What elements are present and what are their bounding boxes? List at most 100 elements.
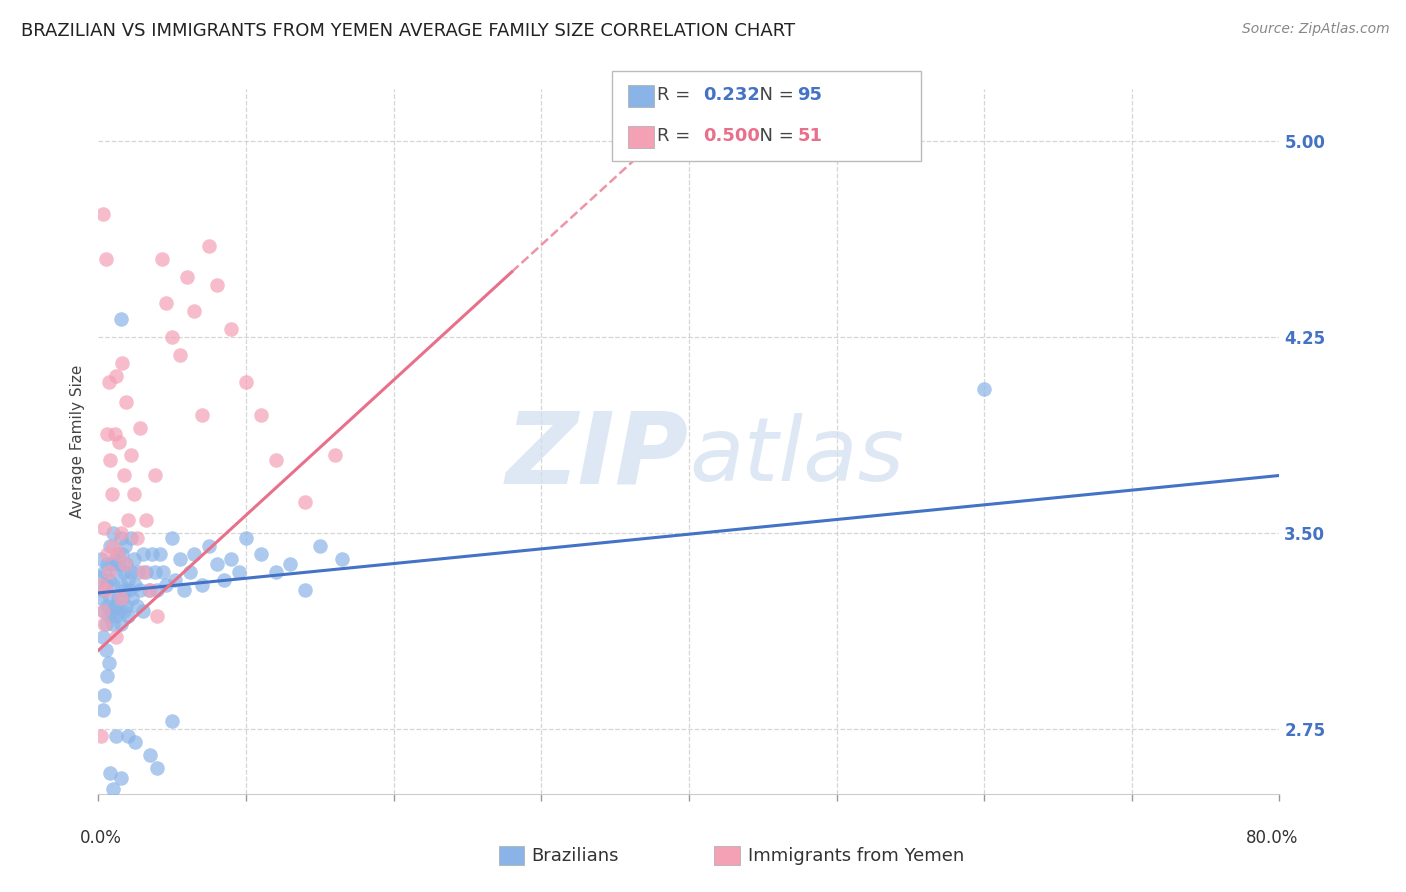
Point [115,395,138,409]
Text: Source: ZipAtlas.com: Source: ZipAtlas.com [1241,22,1389,37]
Point [122,552,145,566]
Point [294,583,316,598]
Point [110,531,132,545]
Point [114,558,136,572]
Point [149,547,172,561]
Point [169,552,191,566]
Point [124,578,146,592]
Point [110,578,132,592]
Point [132,565,155,579]
Text: 95: 95 [797,87,823,104]
Point [179,565,201,579]
Point [97,657,120,671]
Point [221,552,243,566]
Point [94,617,117,632]
Text: 0.0%: 0.0% [80,829,122,847]
Point [323,448,346,462]
Point [264,565,287,579]
Text: R =: R = [657,87,702,104]
Point [169,348,191,362]
Point [132,604,155,618]
Point [191,409,214,423]
Point [150,252,173,266]
Text: Immigrants from Yemen: Immigrants from Yemen [748,847,965,865]
Text: R =: R = [657,128,702,145]
Text: atlas: atlas [689,413,904,499]
Point [138,583,160,598]
Point [91,207,114,221]
Point [110,311,132,326]
Text: 0.500: 0.500 [703,128,759,145]
Point [90,552,112,566]
Point [152,565,174,579]
Point [91,630,114,644]
Point [162,714,183,728]
Point [103,617,125,632]
Point [111,591,134,606]
Point [117,573,139,587]
Point [165,573,187,587]
Point [94,583,117,598]
Point [146,609,169,624]
Point [104,552,127,566]
Point [280,558,302,572]
Text: Brazilians: Brazilians [531,847,619,865]
Point [117,513,139,527]
Text: N =: N = [748,128,800,145]
Point [120,531,142,545]
Point [135,513,157,527]
Point [105,730,128,744]
Point [93,617,115,632]
Point [146,583,169,598]
Point [198,539,221,553]
Point [125,531,148,545]
Point [98,591,121,606]
Point [139,583,162,598]
Point [104,599,127,613]
Point [143,565,166,579]
Point [141,547,163,561]
Point [228,565,250,579]
Point [90,730,112,744]
Point [176,270,198,285]
Point [212,573,235,587]
Point [97,565,120,579]
Point [105,630,128,644]
Point [112,468,135,483]
Point [135,565,157,579]
Point [115,558,138,572]
Point [96,599,118,613]
Point [97,375,120,389]
Point [162,531,183,545]
Point [112,604,135,618]
Point [100,487,122,501]
Point [98,539,121,553]
Point [146,761,169,775]
Point [110,617,132,632]
Point [127,565,149,579]
Point [105,369,128,384]
Point [107,547,129,561]
Point [309,539,332,553]
Point [91,604,114,618]
Point [105,609,128,624]
Point [294,494,316,508]
Point [139,747,162,762]
Point [117,730,139,744]
Point [128,583,150,598]
Point [120,448,142,462]
Point [96,547,118,561]
Point [96,558,118,572]
Point [93,521,115,535]
Point [128,421,150,435]
Point [94,643,117,657]
Point [108,558,131,572]
Point [105,565,128,579]
Point [89,570,111,584]
Point [155,578,177,592]
Point [110,591,132,606]
Point [235,375,257,389]
Point [250,409,273,423]
Point [110,771,132,785]
Point [96,669,118,683]
